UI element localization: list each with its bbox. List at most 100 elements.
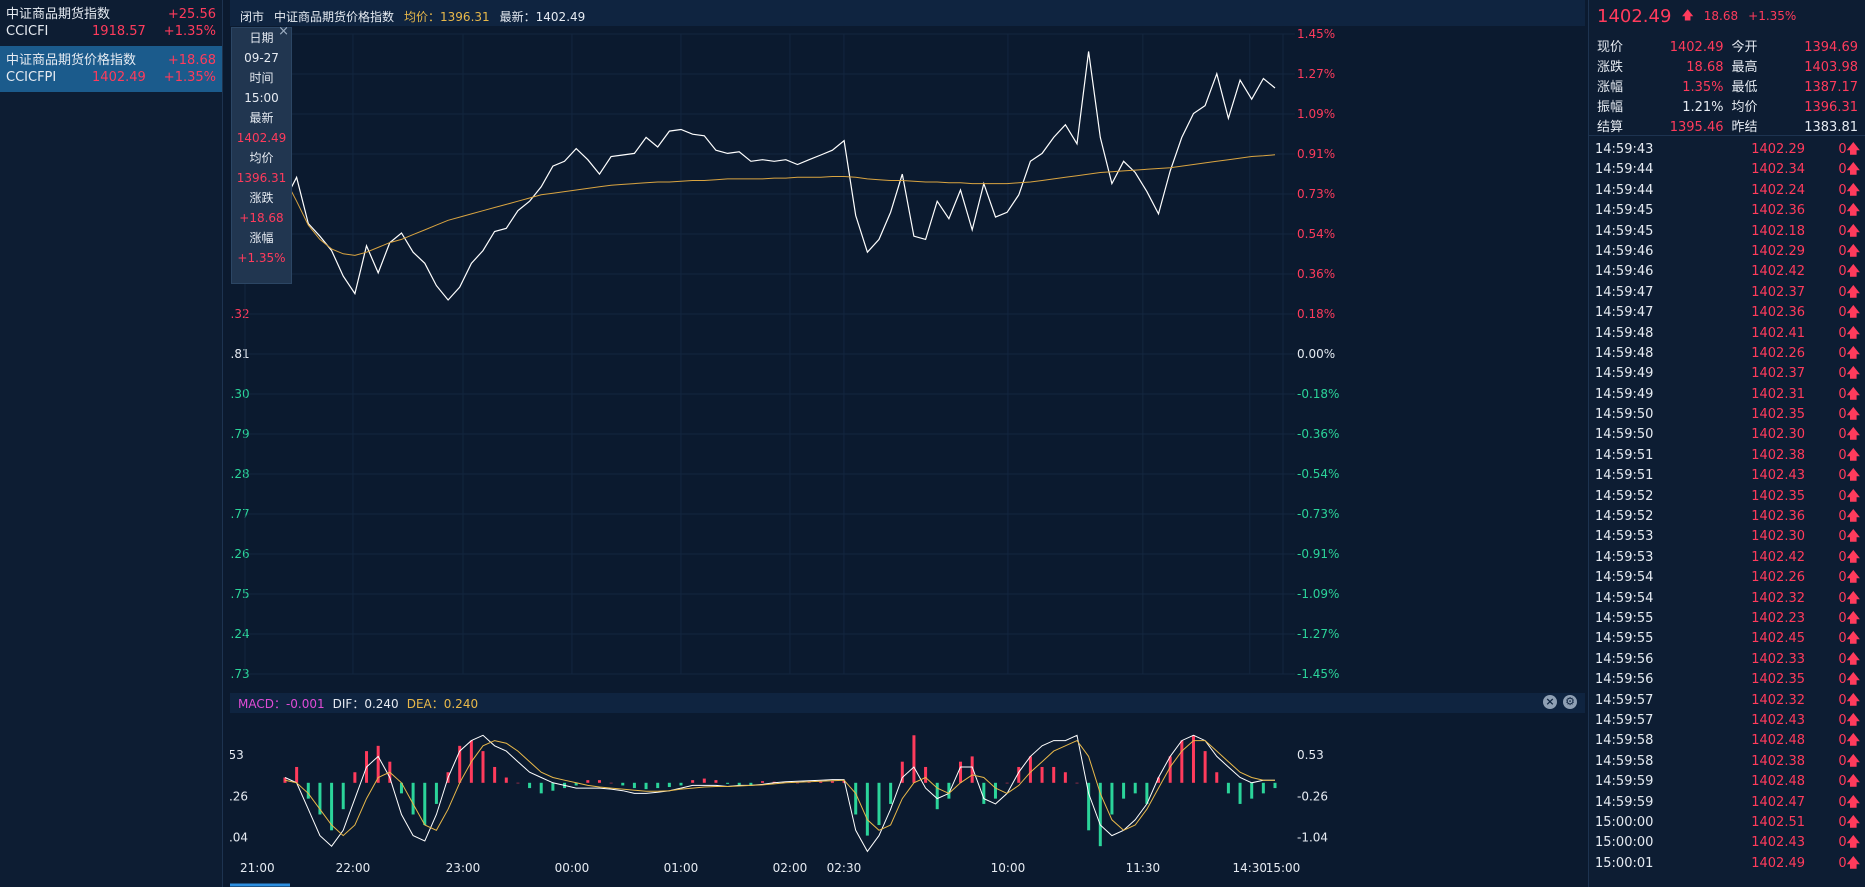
tick-row: 14:59:57 1402.32 0🡅: [1595, 691, 1860, 711]
tooltip-last-label: 最新: [249, 111, 274, 125]
intraday-chart-area[interactable]: 1.45% 1.27% 1.09% 0.91% 0.73% 0.54% 0.36% 0.18%…: [230, 0, 1585, 887]
tick-row: 14:59:56 1402.33 0🡅: [1595, 650, 1860, 670]
macd-background: [230, 713, 1585, 868]
tick-time: 14:59:46: [1595, 264, 1654, 280]
tick-volume: 0🡅: [1805, 466, 1860, 486]
macd-y-left-label: -1.04: [230, 831, 248, 845]
up-arrow-icon: 🡅: [1846, 447, 1860, 463]
macd-histogram-bar: [772, 781, 776, 783]
macd-histogram-bar: [1261, 782, 1265, 794]
tick-time: 14:59:55: [1595, 631, 1654, 647]
tick-row: 14:59:45 1402.36 0🡅: [1595, 201, 1860, 221]
tick-volume: 0🡅: [1805, 181, 1860, 201]
quote-label: 涨幅: [1597, 80, 1624, 95]
tick-time: 14:59:58: [1595, 733, 1654, 749]
watchlist-change: +18.68: [167, 53, 216, 68]
macd-histogram-bar: [1040, 766, 1044, 783]
header-change: 18.68: [1703, 9, 1739, 23]
tick-time: 14:59:45: [1595, 203, 1654, 219]
quote-row: 涨幅 1.35% 最低 1387.17: [1597, 78, 1858, 98]
tick-volume: 0🡅: [1805, 568, 1860, 588]
tick-time: 14:59:50: [1595, 427, 1654, 443]
y-left-tick-label: 1363.73: [230, 667, 250, 681]
tick-volume: 0🡅: [1805, 609, 1860, 629]
quote-cell: 结算 1395.46: [1597, 118, 1732, 138]
quote-value: 1403.98: [1804, 60, 1858, 75]
macd-histogram-bar: [900, 761, 904, 783]
up-arrow-icon: 🡅: [1846, 468, 1860, 484]
tick-row: 14:59:59 1402.47 0🡅: [1595, 793, 1860, 813]
up-arrow-icon: 🡅: [1846, 610, 1860, 626]
header-price: 1402.49: [1597, 5, 1672, 27]
up-arrow-icon: 🡅: [1846, 733, 1860, 749]
tick-time: 14:59:45: [1595, 223, 1654, 239]
close-icon[interactable]: ×: [278, 24, 289, 39]
tick-list[interactable]: 14:59:43 1402.29 0🡅 14:59:44 1402.34 0🡅 14:59:…: [1589, 136, 1865, 874]
tick-row: 14:59:48 1402.26 0🡅: [1595, 344, 1860, 364]
quote-value: 1383.81: [1804, 120, 1858, 135]
quote-value: 18.68: [1686, 60, 1724, 75]
up-arrow-icon: 🡅: [1846, 203, 1860, 219]
macd-y-left-label: -0.26: [230, 790, 248, 804]
gear-icon[interactable]: ⚙: [1563, 695, 1577, 709]
y-left-tick-label: 1373.77: [230, 507, 250, 521]
macd-histogram-bar: [667, 782, 671, 788]
watchlist-item-ccicfpi[interactable]: 中证商品期货价格指数 +18.68 CCICFPI 1402.49 +1.35%: [0, 46, 222, 92]
macd-histogram-bar: [574, 782, 578, 786]
up-arrow-icon: 🡅: [1846, 162, 1860, 178]
x-tick-label: 01:00: [664, 861, 699, 875]
tick-row: 14:59:49 1402.31 0🡅: [1595, 385, 1860, 405]
tick-price: 1402.30: [1751, 427, 1805, 443]
tick-volume: 0🡅: [1805, 507, 1860, 527]
y-right-tick-label: -0.91%: [1297, 547, 1339, 561]
macd-histogram-bar: [306, 782, 310, 799]
macd-histogram-bar: [597, 780, 601, 783]
x-tick-label: 22:00: [336, 861, 371, 875]
up-arrow-icon: 🡅: [1846, 325, 1860, 341]
macd-histogram-bar: [1110, 782, 1114, 815]
up-arrow-icon: 🡅: [1846, 692, 1860, 708]
tick-row: 14:59:54 1402.32 0🡅: [1595, 589, 1860, 609]
tooltip-pct: +1.35%: [237, 251, 286, 265]
tick-price: 1402.29: [1751, 142, 1805, 157]
macd-histogram-bar: [434, 782, 438, 804]
tick-price: 1402.35: [1751, 672, 1805, 688]
y-right-tick-label: -1.27%: [1297, 627, 1339, 641]
tick-time: 14:59:59: [1595, 794, 1654, 810]
tick-time: 14:59:48: [1595, 345, 1654, 361]
y-right-tick-label: 1.27%: [1297, 67, 1335, 81]
tick-row: 14:59:44 1402.34 0🡅: [1595, 160, 1860, 180]
avg-price-line: [284, 154, 1276, 256]
macd-histogram-bar: [924, 766, 928, 783]
up-arrow-icon: 🡅: [1846, 549, 1860, 565]
tick-price: 1402.47: [1751, 794, 1805, 810]
tick-price: 1402.37: [1751, 284, 1805, 300]
watchlist-item-ccicfi[interactable]: 中证商品期货指数 +25.56 CCICFI 1918.57 +1.35%: [0, 0, 222, 46]
quote-label: 今开: [1731, 40, 1758, 55]
macd-histogram-bar: [516, 782, 520, 784]
intraday-chart[interactable]: 1.45% 1.27% 1.09% 0.91% 0.73% 0.54% 0.36% 0.18%…: [230, 0, 1585, 887]
close-indicator-icon[interactable]: ×: [1543, 695, 1557, 709]
macd-histogram-bar: [702, 778, 706, 783]
quote-value: 1.35%: [1682, 80, 1724, 95]
tick-price: 1402.31: [1751, 386, 1805, 402]
tick-volume: 0🡅: [1805, 405, 1860, 425]
macd-histogram-bar: [935, 782, 939, 810]
macd-histogram-bar: [1157, 777, 1161, 783]
tick-row: 14:59:58 1402.48 0🡅: [1595, 731, 1860, 751]
tick-volume: 0🡅: [1805, 548, 1860, 568]
tick-row: 14:59:53 1402.42 0🡅: [1595, 548, 1860, 568]
macd-histogram-bar: [842, 780, 846, 783]
tick-time: 14:59:50: [1595, 407, 1654, 423]
tick-price: 1402.51: [1751, 814, 1805, 830]
tick-time: 14:59:57: [1595, 692, 1654, 708]
y-right-tick-label: -0.18%: [1297, 387, 1339, 401]
tick-price: 1402.43: [1751, 835, 1805, 851]
tick-volume: 0🡅: [1805, 324, 1860, 344]
y-left-tick-label: 1366.24: [230, 627, 250, 641]
tick-volume: 0🡅: [1805, 140, 1860, 160]
tick-volume: 0🡅: [1805, 364, 1860, 384]
macd-histogram-bar: [761, 781, 765, 783]
x-tick-label: 00:00: [555, 861, 590, 875]
tick-volume: 0🡅: [1805, 262, 1860, 282]
